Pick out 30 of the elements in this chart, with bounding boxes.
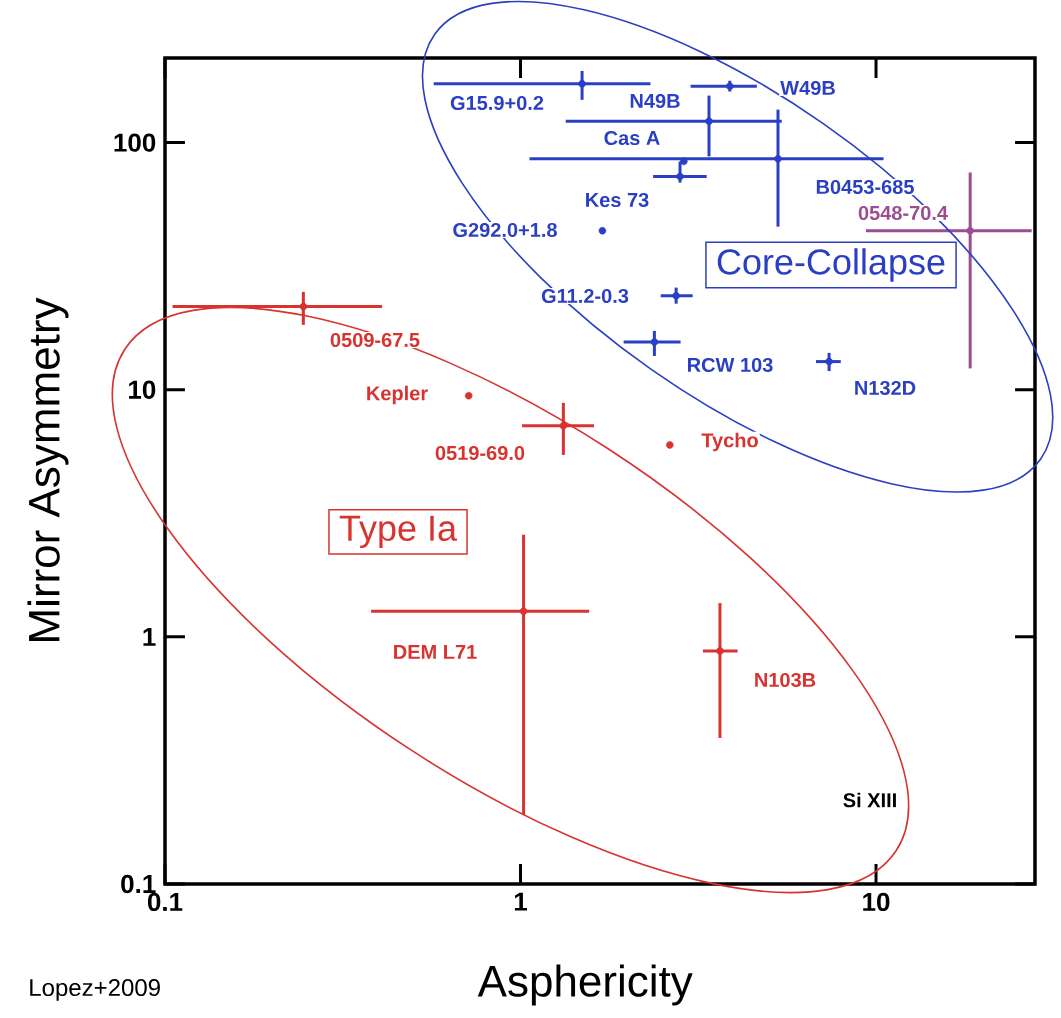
text: Lopez+2009: [30, 979, 160, 1001]
annotation: G292.0+1.8: [453, 222, 557, 238]
annotation: G11.2-0.3: [541, 288, 629, 304]
annotation: Tycho: [701, 432, 758, 452]
annotation: Cas A: [604, 130, 660, 146]
x-axis-title: Asphericity: [477, 964, 693, 1006]
annotation: RCW 103: [688, 357, 773, 373]
annotation: N103B: [755, 672, 816, 688]
annotation: 0519-69.0: [435, 445, 525, 461]
y-tick-label: 100: [114, 133, 156, 152]
x-tick-label: 0.1: [147, 892, 183, 912]
annotation: N132D: [855, 380, 916, 396]
annotation: 0548-70.4: [858, 205, 948, 221]
annotation: DEM L71: [394, 645, 477, 659]
y-tick-label: 1: [143, 627, 156, 646]
annotation: G15.9+0.2: [450, 95, 544, 111]
annotation: 0509-67.5: [330, 332, 420, 348]
annotation: Type Ia: [339, 515, 458, 549]
annotation: W49B: [780, 80, 835, 96]
annotation: B0453-685: [816, 179, 914, 195]
x-tick-label: 10: [863, 892, 890, 912]
annotation: N49B: [630, 93, 680, 109]
annotation: Si XIII: [843, 792, 896, 808]
annotation: Core-Collapse: [717, 248, 945, 282]
annotation: Kepler: [367, 385, 428, 405]
y-tick-label: 0.1: [121, 874, 156, 894]
annotation: Kes 73: [586, 192, 649, 208]
y-axis-title: Mirror Asymmetry: [27, 297, 69, 641]
y-tick-label: 10: [129, 380, 156, 399]
x-tick-label: 1: [514, 892, 528, 911]
